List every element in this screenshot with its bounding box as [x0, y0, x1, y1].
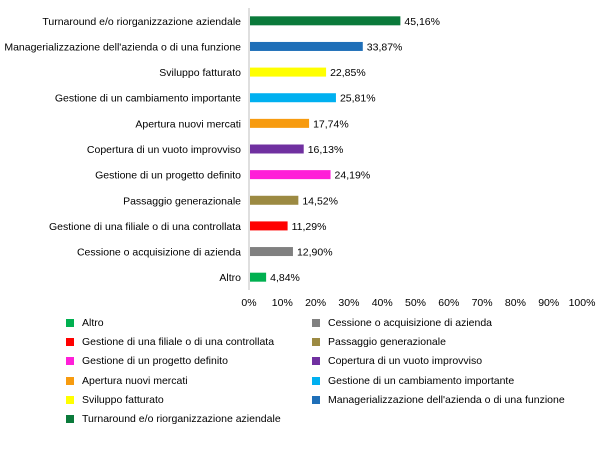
legend-label: Apertura nuovi mercati — [82, 374, 188, 387]
legend-item: Apertura nuovi mercati — [66, 375, 188, 387]
x-tick-label: 20% — [305, 297, 326, 309]
legend-item: Cessione o acquisizione di azienda — [312, 317, 492, 329]
legend-label: Altro — [82, 317, 104, 329]
data-label: 17,74% — [313, 118, 349, 130]
legend-swatch — [66, 357, 74, 366]
data-label: 22,85% — [330, 67, 366, 79]
legend-swatch — [66, 415, 74, 423]
legend-item: Gestione di una filiale o di una control… — [66, 336, 274, 348]
data-label: 11,29% — [292, 221, 327, 233]
legend-swatch — [66, 395, 74, 404]
legend-swatch — [312, 338, 320, 347]
legend-label: Gestione di un cambiamento importante — [328, 374, 515, 387]
bar — [250, 41, 363, 51]
bar — [250, 221, 288, 231]
data-label: 33,87% — [367, 41, 403, 53]
bar — [250, 118, 310, 128]
bar — [250, 195, 299, 205]
data-label: 16,13% — [308, 144, 344, 156]
legend-item: Managerializzazione dell'azienda o di un… — [312, 394, 565, 406]
bar — [250, 67, 327, 77]
bar — [250, 93, 336, 103]
legend-item: Altro — [66, 317, 104, 329]
category-label: Apertura nuovi mercati — [135, 118, 241, 130]
category-label: Gestione di un progetto definito — [95, 170, 241, 182]
x-tick-label: 100% — [569, 297, 596, 309]
bar — [250, 272, 267, 282]
legend-swatch — [312, 376, 320, 385]
category-label: Managerializzazione dell'azienda o di un… — [4, 41, 241, 53]
x-tick-label: 0% — [241, 297, 256, 309]
legend-label: Managerializzazione dell'azienda o di un… — [328, 393, 565, 406]
category-label: Passaggio generazionale — [123, 195, 241, 207]
x-tick-label: 90% — [538, 297, 559, 309]
data-label: 14,52% — [302, 195, 338, 207]
legend-item: Copertura di un vuoto improvviso — [312, 355, 482, 367]
data-label: 24,19% — [335, 170, 371, 182]
category-label: Gestione di un cambiamento importante — [55, 93, 241, 105]
legend-item: Sviluppo fatturato — [66, 394, 164, 406]
legend-swatch — [66, 319, 74, 327]
data-label: 45,16% — [404, 16, 440, 28]
category-label: Gestione di una filiale o di una control… — [49, 221, 241, 233]
x-tick-label: 30% — [338, 297, 359, 309]
legend-item: Turnaround e/o riorganizzazione aziendal… — [66, 413, 281, 425]
legend-label: Sviluppo fatturato — [82, 393, 164, 406]
legend-swatch — [312, 357, 320, 366]
legend-label: Gestione di una filiale o di una control… — [82, 336, 275, 349]
x-tick-label: 80% — [505, 297, 526, 309]
legend-label: Passaggio generazionale — [328, 336, 446, 349]
category-label: Cessione o acquisizione di azienda — [77, 247, 241, 259]
legend-label: Cessione o acquisizione di azienda — [328, 317, 493, 329]
legend-label: Turnaround e/o riorganizzazione aziendal… — [82, 413, 281, 425]
data-label: 25,81% — [340, 93, 376, 105]
bar — [250, 16, 401, 26]
category-label: Copertura di un vuoto improvviso — [87, 144, 241, 156]
category-label: Altro — [219, 272, 241, 284]
data-label: 12,90% — [297, 247, 333, 259]
bar — [250, 247, 293, 257]
bar — [250, 144, 304, 154]
category-label: Turnaround e/o riorganizzazione aziendal… — [42, 16, 241, 28]
legend-swatch — [312, 319, 320, 327]
legend-label: Copertura di un vuoto improvviso — [328, 355, 483, 368]
legend-item: Passaggio generazionale — [312, 336, 446, 348]
legend-swatch — [66, 338, 74, 347]
legend-swatch — [312, 395, 320, 404]
bar — [250, 170, 331, 180]
legend-swatch — [66, 376, 74, 385]
x-tick-label: 60% — [438, 297, 459, 309]
legend-item: Gestione di un progetto definito — [66, 355, 228, 367]
x-tick-label: 40% — [372, 297, 393, 309]
x-tick-label: 10% — [272, 297, 293, 309]
category-label: Sviluppo fatturato — [159, 67, 241, 79]
legend-item: Gestione di un cambiamento importante — [312, 375, 514, 387]
data-label: 4,84% — [270, 272, 300, 284]
x-tick-label: 50% — [405, 297, 426, 309]
x-tick-label: 70% — [472, 297, 493, 309]
legend-label: Gestione di un progetto definito — [82, 355, 228, 368]
